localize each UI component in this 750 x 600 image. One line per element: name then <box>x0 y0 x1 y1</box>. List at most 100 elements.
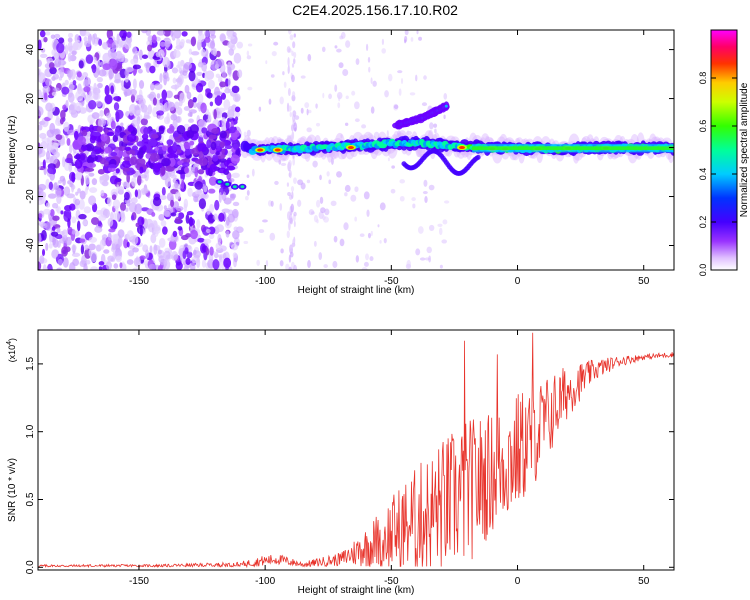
spectrogram-cell <box>300 75 306 79</box>
snr-x-tick-label: 50 <box>638 576 650 587</box>
spectrogram-cell <box>126 199 131 207</box>
spectrogram-cell <box>79 154 86 161</box>
spectrogram-cell <box>151 212 156 217</box>
spectrogram-cell <box>291 191 294 199</box>
spectrogram-cell <box>83 86 91 93</box>
snr-y-axis-label: SNR (10 * v/v) <box>7 458 18 522</box>
spectrogram-cell <box>79 30 87 37</box>
spectrogram-cell <box>58 37 65 44</box>
spectrogram-cell <box>459 146 465 150</box>
spectrogram-cell <box>204 71 211 82</box>
spectrogram-cell <box>108 164 117 169</box>
spectrogram-cell <box>42 159 46 169</box>
spectrogram-cell <box>212 259 220 270</box>
spectrogram-cell <box>38 39 42 51</box>
spectrogram-cell <box>110 85 114 95</box>
spectrogram-cell <box>71 228 76 235</box>
spectrogram-cell <box>208 176 217 186</box>
spectrogram-cell <box>232 185 237 189</box>
spectrogram-cell <box>138 49 143 61</box>
spectrogram-cell <box>113 102 120 111</box>
spectrogram-cell <box>369 256 374 262</box>
spectrogram-cell <box>289 251 294 258</box>
spectrogram-cell <box>227 106 235 116</box>
spectrogram-cell <box>365 253 370 261</box>
spectrogram-cell <box>306 108 309 116</box>
spectrogram-cell <box>181 31 188 37</box>
spectrogram-cell <box>148 263 157 270</box>
spectrogram-cell <box>345 40 351 48</box>
spectrogram-cell <box>351 90 356 96</box>
spectrogram-cell <box>104 146 112 154</box>
spectrogram-cell <box>61 229 68 238</box>
spectrogram-cell <box>195 82 204 93</box>
spectrogram-cell <box>122 32 127 39</box>
spectrogram-cell <box>180 59 185 67</box>
spectrogram-cell <box>44 91 48 101</box>
spectrogram-cell <box>170 30 174 37</box>
spectrogram-cell <box>45 78 52 87</box>
spectrogram-cell <box>56 240 61 248</box>
spectrogram-cell <box>102 52 111 63</box>
spectrogram-cell <box>173 49 181 58</box>
spectrogram-cell <box>90 251 98 263</box>
spectrogram-cell <box>54 58 62 68</box>
spectrogram-cell <box>384 90 389 98</box>
spectrogram-cell <box>215 242 222 251</box>
spectrogram-cell <box>88 90 93 96</box>
spectrogram-cell <box>201 127 208 134</box>
spectrogram-cell <box>88 195 97 206</box>
spectrogram-cell <box>268 98 272 105</box>
spectrogram-cell <box>104 94 113 105</box>
spectrogram-cell <box>54 128 61 136</box>
spectrogram-cell <box>78 213 87 220</box>
spectrogram-cell <box>84 167 95 172</box>
spectrogram-cell <box>358 150 362 155</box>
spectrogram-cell <box>190 229 199 240</box>
spectrogram-cell <box>66 129 76 136</box>
spectrogram-cell <box>141 54 149 59</box>
spectrogram-cell <box>336 171 343 178</box>
spectrogram-cell <box>107 217 114 227</box>
spectrogram-cell <box>258 229 265 234</box>
spectrogram-cell <box>123 156 131 161</box>
spectrogram-cell <box>194 189 204 195</box>
spectrogram-cell <box>287 88 291 97</box>
spectrogram-cell <box>208 232 215 240</box>
spectrogram-cell <box>338 62 344 69</box>
spectrogram-cell <box>145 249 150 259</box>
spectrogram-cell <box>85 31 91 37</box>
spectrogram-cell <box>190 262 196 270</box>
spectrogram-cell <box>132 247 139 253</box>
spectrogram-cell <box>245 195 249 201</box>
spectrogram-cell <box>227 35 235 40</box>
spectrogram-cell <box>205 88 211 94</box>
spectrogram-cell <box>367 232 371 239</box>
spectrogram-cell <box>307 260 311 268</box>
spectrogram-cell <box>126 172 131 184</box>
spectrogram-cell <box>280 158 286 162</box>
spectrogram-cell <box>176 76 183 88</box>
spectrogram-cell <box>215 50 221 58</box>
spectrogram-cell <box>293 33 296 38</box>
spectrogram-cell <box>82 220 88 226</box>
spectrogram-cell <box>91 63 97 74</box>
spectrogram-cell <box>190 36 197 47</box>
spectrogram-cell <box>433 123 438 128</box>
spectrogram-cell <box>233 52 242 64</box>
spectrogram-cell <box>130 156 138 166</box>
spectrogram-cell <box>214 91 223 96</box>
snr-y-ticks: 0.0 0.5 1.0 1.5 <box>25 357 674 574</box>
spectrogram-cell <box>127 125 134 132</box>
spectrogram-cell <box>293 211 297 217</box>
spectrogram-cell <box>246 55 252 60</box>
snr-x-tick-label: 0 <box>515 576 521 587</box>
spectrogram-cell <box>363 261 369 267</box>
spectrogram-cell <box>270 200 274 207</box>
spectrogram-cell <box>315 122 321 127</box>
spectrogram-cell <box>125 207 129 212</box>
spectrogram-cell <box>132 78 137 90</box>
spectrogram-cell <box>316 199 321 208</box>
spectrogram-cell <box>412 203 416 209</box>
spectrogram-cell <box>44 221 52 231</box>
